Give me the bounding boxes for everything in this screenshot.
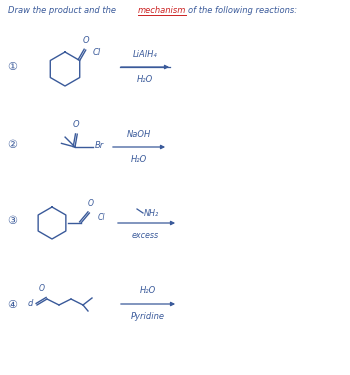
- Text: O: O: [88, 199, 93, 208]
- Text: NH₂: NH₂: [144, 210, 159, 219]
- Text: Cl: Cl: [93, 48, 101, 57]
- Text: Cl: Cl: [97, 213, 105, 222]
- Text: H₂O: H₂O: [131, 155, 147, 164]
- Text: ②: ②: [7, 140, 17, 150]
- Text: Draw the product and the: Draw the product and the: [8, 6, 116, 15]
- Text: LiAlH₄: LiAlH₄: [133, 50, 158, 59]
- Text: Pyridine: Pyridine: [131, 312, 165, 321]
- Text: d: d: [27, 300, 33, 309]
- Text: Br: Br: [95, 141, 104, 150]
- Text: O: O: [39, 284, 45, 293]
- Text: ①: ①: [7, 62, 17, 72]
- Text: H₂O: H₂O: [137, 75, 153, 84]
- Text: H₂O: H₂O: [140, 286, 156, 295]
- Text: O: O: [82, 36, 89, 45]
- Text: of the following reactions:: of the following reactions:: [188, 6, 297, 15]
- Text: ④: ④: [7, 300, 17, 310]
- Text: NaOH: NaOH: [127, 130, 151, 139]
- Text: O: O: [73, 120, 79, 129]
- Text: mechanism: mechanism: [138, 6, 186, 15]
- Text: excess: excess: [132, 231, 159, 240]
- Text: ③: ③: [7, 216, 17, 226]
